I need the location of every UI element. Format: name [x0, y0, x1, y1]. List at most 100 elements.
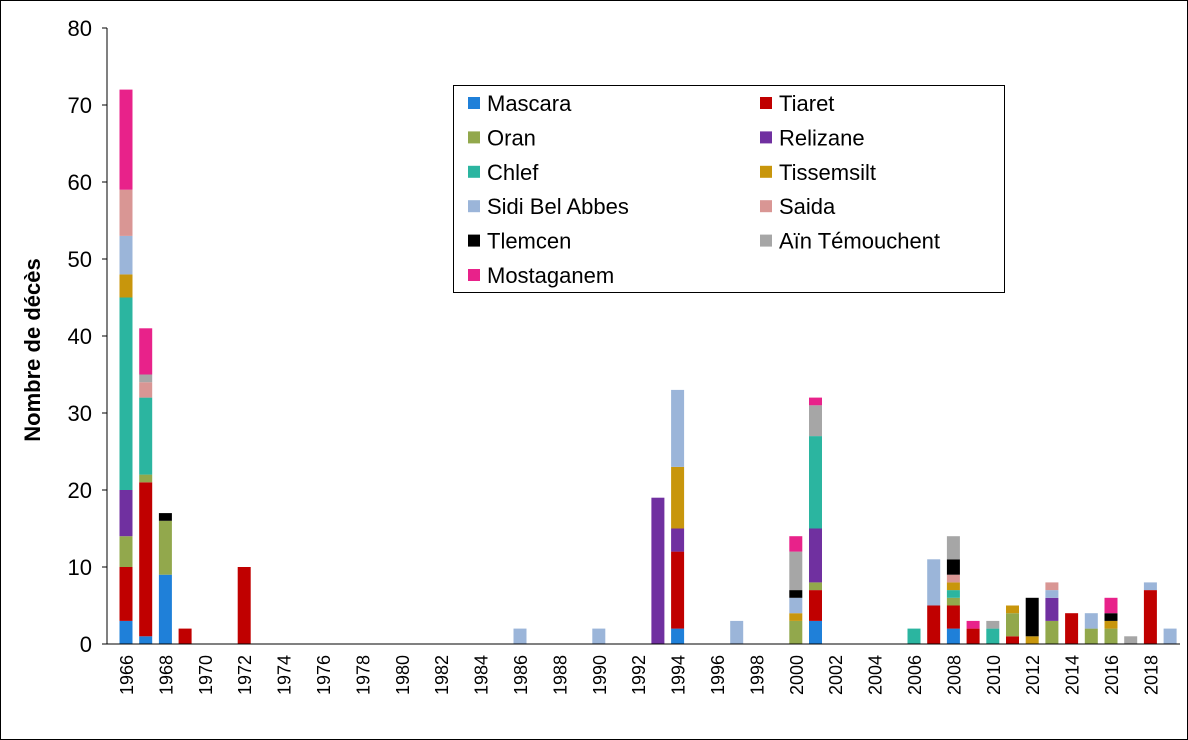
legend-label: Chlef [487, 160, 539, 185]
x-tick-label: 2012 [1023, 655, 1043, 695]
legend-label: Mascara [487, 91, 572, 116]
x-tick-label: 2016 [1102, 655, 1122, 695]
bar-segment [809, 590, 822, 621]
x-tick-label: 1984 [472, 655, 492, 695]
bar-segment [1045, 582, 1059, 591]
bar-segment [1163, 628, 1177, 644]
x-tick-label: 1982 [432, 655, 452, 695]
bar-segment [1006, 605, 1019, 614]
bar-segment [1045, 590, 1059, 598]
legend-swatch [760, 97, 772, 109]
x-tick-label: 1976 [314, 655, 334, 695]
legend-label: Oran [487, 125, 536, 150]
bar-segment [139, 474, 153, 483]
x-tick-label: 2004 [866, 655, 886, 695]
legend-swatch [760, 200, 772, 213]
bar-segment [139, 374, 153, 383]
bar-segment [1025, 636, 1039, 644]
bar-segment [1104, 628, 1118, 644]
bar-segment [966, 628, 980, 644]
legend-label: Relizane [779, 125, 865, 150]
legend-swatch [760, 131, 772, 144]
bar-segment [789, 590, 803, 598]
x-tick-label: 1966 [117, 655, 137, 695]
bar-segment [730, 620, 744, 644]
bar-segment [946, 590, 960, 598]
bar-segment [139, 482, 153, 637]
bar-segment [1045, 620, 1059, 644]
legend-box [453, 85, 1005, 293]
bar-segment [139, 328, 153, 375]
bar-segment [927, 605, 941, 644]
bar-segment [158, 520, 172, 575]
x-tick-label: 2010 [984, 655, 1004, 695]
bar-segment [139, 636, 153, 644]
bar-segment [809, 405, 822, 437]
bar-segment [789, 536, 803, 552]
bar-segment [119, 490, 133, 537]
y-tick-label: 20 [68, 478, 92, 503]
bar-segment [1104, 613, 1118, 621]
y-tick-label: 40 [68, 324, 92, 349]
bar-segment [789, 597, 803, 614]
legend-swatch [760, 165, 772, 178]
x-tick-label: 2008 [944, 655, 964, 695]
bar-segment [1065, 613, 1079, 644]
y-tick-label: 80 [68, 16, 92, 41]
legend-label: Mostaganem [487, 263, 614, 288]
bar-segment [927, 559, 941, 606]
bar-segment [119, 297, 133, 490]
bar-segment [946, 628, 960, 644]
y-tick-label: 50 [68, 247, 92, 272]
bar-segment [1104, 597, 1118, 614]
y-axis-label: Nombre de décès [20, 258, 45, 441]
bar-segment [178, 628, 192, 644]
bar-segment [671, 528, 685, 552]
bar-segment [1045, 597, 1059, 621]
bar-segment [946, 559, 960, 575]
x-tick-label: 1992 [629, 655, 649, 695]
bar-segment [946, 574, 960, 583]
x-tick-label: 1968 [156, 655, 176, 695]
bar-segment [946, 582, 960, 591]
bar-segment [671, 551, 685, 629]
legend-label: Tiaret [779, 91, 834, 116]
bar-segment [809, 397, 822, 406]
bar-segment [789, 551, 803, 591]
legend-swatch [468, 269, 480, 281]
bar-segment [1006, 613, 1019, 637]
legend-swatch [468, 97, 480, 109]
bar-segment [1084, 628, 1098, 644]
y-tick-label: 0 [80, 632, 92, 657]
x-tick-label: 1972 [235, 655, 255, 695]
bar-segment [671, 389, 685, 467]
bar-segment [119, 274, 133, 298]
legend-swatch [760, 234, 772, 247]
legend-swatch [468, 165, 480, 178]
bar-segment [1006, 636, 1019, 644]
x-tick-label: 2018 [1141, 655, 1161, 695]
legend-label: Tissemsilt [779, 160, 876, 185]
bar-segment [119, 89, 133, 190]
x-tick-label: 2002 [826, 655, 846, 695]
x-tick-label: 1990 [590, 655, 610, 695]
x-tick-label: 1970 [196, 655, 216, 695]
legend-label: Aïn Témouchent [779, 229, 940, 254]
x-tick-label: 1996 [708, 655, 728, 695]
bar-segment [119, 536, 133, 567]
x-tick-label: 1986 [511, 655, 531, 695]
bar-segment [139, 397, 153, 475]
legend-swatch [468, 131, 480, 144]
bar-segment [139, 382, 153, 398]
bar-segment [119, 235, 133, 275]
x-tick-label: 1994 [669, 655, 689, 695]
bar-segment [513, 628, 527, 644]
bar-segment [237, 567, 251, 644]
legend-label: Saida [779, 194, 836, 219]
bar-segment [119, 567, 133, 621]
legend-label: Sidi Bel Abbes [487, 194, 629, 219]
bar-segment [1025, 597, 1039, 637]
bar-segment [651, 497, 665, 644]
bar-segment [809, 436, 822, 529]
